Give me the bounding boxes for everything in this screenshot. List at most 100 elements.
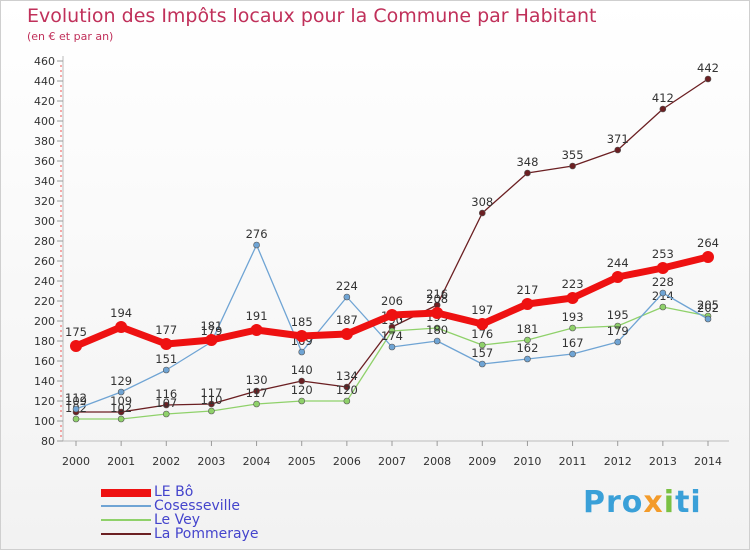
legend-label-la-pommeraye: La Pommeraye: [154, 526, 259, 542]
data-label-la-pommeraye: 348: [516, 155, 538, 169]
x-tick-label: 2001: [107, 455, 135, 468]
data-label-cosesseville: 151: [155, 352, 177, 366]
data-point-le-vey: [388, 327, 396, 335]
data-point-cosesseville: [659, 289, 667, 297]
y-tick-label: 400: [34, 115, 55, 128]
data-point-la-pommeraye: [298, 377, 306, 385]
data-label-cosesseville: 224: [336, 279, 358, 293]
y-tick-label: 320: [34, 195, 55, 208]
data-point-la-pommeraye: [569, 162, 576, 170]
data-point-cosesseville: [478, 360, 486, 368]
data-label-cosesseville: 157: [471, 346, 493, 360]
data-label-cosesseville: 167: [562, 336, 584, 350]
x-tick-label: 2012: [604, 455, 632, 468]
data-label-cosesseville: 162: [516, 341, 538, 355]
data-label-la-pommeraye: 130: [246, 373, 268, 387]
data-point-le-vey: [478, 341, 486, 349]
data-point-le-b: [295, 330, 308, 342]
x-tick-label: 2011: [559, 455, 587, 468]
data-label-cosesseville: 276: [246, 227, 268, 241]
y-tick-label: 340: [34, 175, 55, 188]
y-tick-label: 100: [34, 415, 55, 428]
y-tick-label: 440: [34, 75, 55, 88]
legend-label-le-vey: Le Vey: [154, 512, 201, 528]
data-label-la-pommeraye: 140: [291, 363, 313, 377]
x-tick-label: 2014: [694, 455, 722, 468]
data-label-la-pommeraye: 134: [336, 369, 358, 383]
data-label-cosesseville: 202: [697, 301, 719, 315]
data-label-le-b: 187: [336, 313, 358, 327]
data-point-cosesseville: [117, 388, 125, 396]
x-tick-label: 2006: [333, 455, 361, 468]
y-tick-label: 240: [34, 275, 55, 288]
data-point-cosesseville: [614, 338, 622, 346]
data-label-la-pommeraye: 117: [200, 386, 222, 400]
data-point-la-pommeraye: [117, 408, 125, 416]
data-point-la-pommeraye: [253, 387, 260, 395]
x-tick-label: 2007: [378, 455, 406, 468]
data-label-le-b: 191: [246, 309, 268, 323]
data-label-le-vey: 193: [562, 310, 584, 324]
chart-title: Evolution des Impôts locaux pour la Comm…: [27, 5, 597, 27]
data-label-le-b: 194: [110, 306, 132, 320]
y-tick-label: 420: [34, 95, 55, 108]
data-point-la-pommeraye: [659, 105, 667, 113]
data-label-la-pommeraye: 216: [426, 287, 448, 301]
data-point-le-vey: [162, 410, 170, 418]
data-point-le-b: [521, 298, 534, 310]
logo-part-1: Pro: [583, 485, 644, 520]
y-tick-label: 260: [34, 255, 55, 268]
data-label-cosesseville: 129: [110, 374, 132, 388]
data-point-le-vey: [117, 415, 125, 423]
data-point-la-pommeraye: [524, 169, 531, 177]
data-label-la-pommeraye: 371: [607, 132, 629, 146]
y-tick-label: 300: [34, 215, 55, 228]
data-label-cosesseville: 112: [65, 391, 87, 405]
y-tick-label: 120: [34, 395, 55, 408]
y-tick-label: 220: [34, 295, 55, 308]
data-point-le-b: [70, 340, 82, 352]
data-point-le-b: [386, 309, 398, 321]
logo-part-4: ti: [675, 485, 702, 520]
x-tick-label: 2005: [288, 455, 316, 468]
data-point-la-pommeraye: [614, 146, 622, 154]
data-label-le-b: 244: [607, 256, 629, 270]
data-point-cosesseville: [72, 405, 80, 413]
data-point-cosesseville: [524, 355, 531, 363]
y-tick-label: 200: [34, 315, 55, 328]
data-point-le-b: [115, 321, 128, 333]
data-point-la-pommeraye: [208, 400, 215, 408]
x-tick-label: 2002: [152, 455, 180, 468]
data-point-la-pommeraye: [704, 75, 712, 83]
data-label-la-pommeraye: 355: [562, 148, 584, 162]
y-tick-label: 180: [34, 335, 55, 348]
data-point-cosesseville: [388, 343, 396, 351]
data-label-le-vey: 120: [291, 383, 313, 397]
data-label-le-vey: 195: [607, 308, 629, 322]
data-label-la-pommeraye: 109: [65, 394, 87, 408]
legend-label-le-bo: LE Bô: [154, 484, 194, 500]
x-tick-label: 2013: [649, 455, 677, 468]
data-point-le-vey: [298, 397, 306, 405]
legend-swatch-le-vey: [101, 519, 151, 521]
data-label-la-pommeraye: 116: [155, 387, 177, 401]
proxiti-logo: Proxiti: [583, 485, 702, 520]
data-point-le-vey: [72, 415, 80, 423]
x-tick-label: 2010: [513, 455, 541, 468]
data-label-le-vey: 176: [471, 327, 493, 341]
data-point-le-b: [611, 271, 624, 283]
data-label-le-b: 223: [562, 277, 584, 291]
data-point-le-vey: [208, 407, 215, 415]
x-tick-label: 2009: [468, 455, 496, 468]
data-point-cosesseville: [298, 348, 306, 356]
data-label-cosesseville: 180: [426, 323, 448, 337]
data-point-le-b: [566, 292, 579, 304]
data-point-le-vey: [614, 322, 622, 330]
y-tick-label: 460: [34, 55, 55, 68]
data-label-le-vey: 110: [200, 393, 222, 407]
data-point-le-b: [205, 334, 218, 346]
data-point-cosesseville: [253, 241, 260, 249]
data-label-le-b: 206: [381, 294, 403, 308]
data-point-le-vey: [343, 397, 351, 405]
